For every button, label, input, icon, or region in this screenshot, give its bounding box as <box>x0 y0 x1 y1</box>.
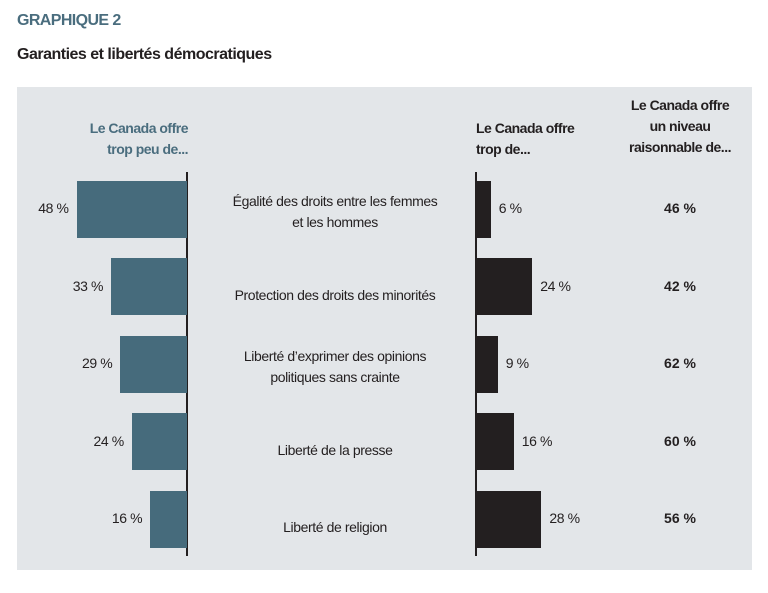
category-label: Liberté de religion <box>283 519 387 535</box>
chart-title: Garanties et libertés démocratiques <box>17 46 272 63</box>
category-label: Liberté de la presse <box>277 441 393 458</box>
value-label-too-much: 24 % <box>540 277 571 294</box>
value-label-reasonable: 62 % <box>664 355 696 371</box>
figure-label: GRAPHIQUE 2 <box>17 12 121 29</box>
category-label: Protection des droits des minorités <box>234 286 436 303</box>
bar-too-much <box>477 490 542 548</box>
value-label-too-much: 6 % <box>498 200 522 216</box>
bar-too-much <box>477 335 498 393</box>
value-label-too-little: 16 % <box>111 510 143 526</box>
value-label-too-much: 16 % <box>521 432 553 449</box>
category-label: Égalité des droits entre les femmes et le… <box>232 193 438 230</box>
bar-too-little <box>150 490 187 548</box>
left-axis-line <box>186 172 188 556</box>
value-label-too-little: 29 % <box>82 355 113 371</box>
bar-too-much <box>477 258 533 315</box>
bar-too-little <box>76 180 187 238</box>
value-label-too-much: 28 % <box>549 510 580 526</box>
value-label-too-little: 33 % <box>72 277 104 294</box>
chart-panel <box>17 87 752 570</box>
bar-too-little <box>131 413 187 470</box>
bar-too-little <box>120 335 187 393</box>
bar-too-much <box>477 413 514 470</box>
value-label-reasonable: 56 % <box>664 510 696 526</box>
bar-too-little <box>111 258 187 315</box>
value-label-too-little: 48 % <box>38 200 69 216</box>
header-too-much: Le Canada offre trop de... <box>476 120 575 157</box>
value-label-reasonable: 46 % <box>664 200 696 216</box>
category-label: Liberté d’exprimer des opinions politique… <box>243 348 427 385</box>
right-axis-line <box>475 172 477 556</box>
value-label-too-little: 24 % <box>93 432 125 449</box>
header-reasonable: Le Canada offre un niveau raisonnable de..… <box>629 97 731 155</box>
value-label-too-much: 9 % <box>505 355 529 371</box>
bar-too-much <box>477 180 491 238</box>
value-label-reasonable: 60 % <box>664 432 696 449</box>
value-label-reasonable: 42 % <box>664 277 696 294</box>
header-too-little: Le Canada offre trop peu de... <box>89 120 189 157</box>
